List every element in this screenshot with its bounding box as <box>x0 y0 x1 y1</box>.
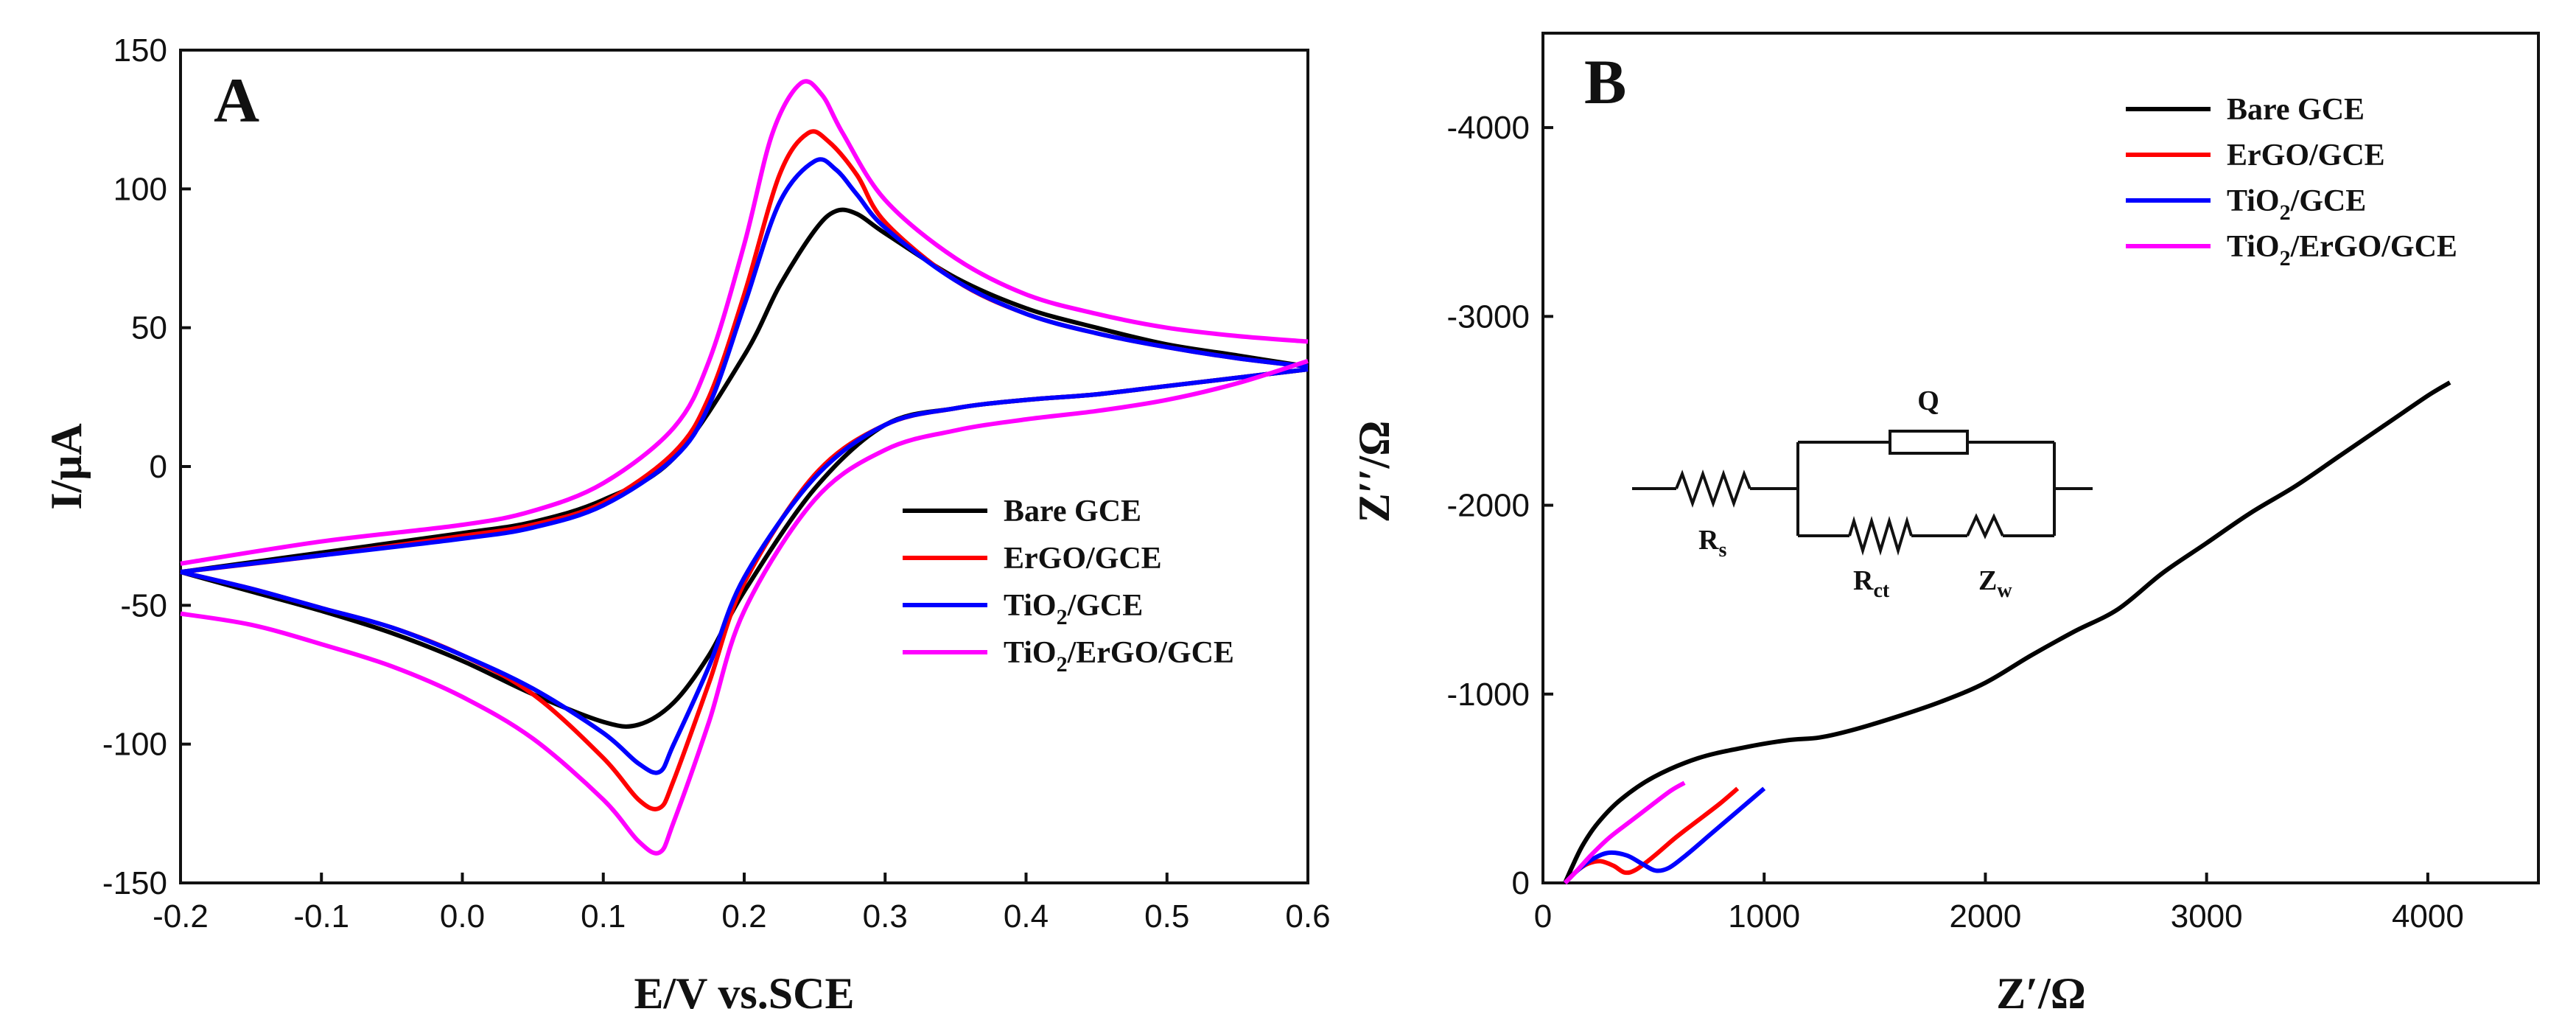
panel-b-curves <box>1563 380 2451 885</box>
panel-a-series-bare-gce-forward-scan <box>180 207 1309 575</box>
panel-b-y-tick-label: -4000 <box>1446 110 1530 146</box>
circuit-rct-label: Rct <box>1853 565 1890 602</box>
panel-a-x-tick-label: 0.6 <box>1285 898 1330 935</box>
panel-a-x-axis-title: E/V vs.SCE <box>634 969 854 1018</box>
panel-a-series-tio2-ergo-gce-reverse-scan <box>180 359 1309 856</box>
panel-a-y-axis: -150 -100 -50 0 50 100 150 <box>102 32 191 901</box>
panel-b-legend-label-ergo-gce: ErGO/GCE <box>2227 139 2385 172</box>
panel-b-series-tio2-ergo-gce <box>1563 780 1686 885</box>
panel-b-legend-label-main: Bare GCE <box>2227 93 2365 127</box>
panel-b-x-tick-label: 0 <box>1534 898 1552 935</box>
panel-a-y-tick-label: -50 <box>120 587 167 623</box>
panel-a-series-tio2-gce-reverse-scan <box>180 367 1309 775</box>
panel-a-legend-label-main: Bare GCE <box>1004 495 1141 528</box>
panel-a-x-tick-label: 0.4 <box>1004 898 1049 935</box>
circuit-rct-label-sub: ct <box>1873 579 1889 602</box>
panel-a-y-tick-label: 100 <box>113 171 167 207</box>
panel-a-plot-frame <box>179 49 1309 884</box>
panel-b-legend-label-sub: 2 <box>2280 200 2291 225</box>
panel-b-series-bare-gce <box>1563 380 2451 884</box>
panel-a-x-tick-label: 0.3 <box>863 898 908 935</box>
circuit-q-label: Q <box>1917 385 1939 416</box>
circuit-rs-label: Rs <box>1698 525 1726 562</box>
panel-a-legend-label-end: /ErGO/GCE <box>1067 636 1234 670</box>
panel-a-label: A <box>214 65 259 136</box>
circuit-rct-resistor <box>1848 516 1913 556</box>
circuit-rs-label-sub: s <box>1718 539 1726 562</box>
panel-a-legend-label-main: ErGO/GCE <box>1004 542 1162 576</box>
panel-b-x-tick-label: 4000 <box>2392 898 2464 935</box>
panel-a-x-axis: -0.2 -0.1 0.0 0.1 0.2 0.3 0.4 0.5 0.6 <box>153 873 1331 935</box>
panel-b-legend-label-sub: 2 <box>2280 246 2291 270</box>
circuit-rs-resistor <box>1675 469 1751 509</box>
panel-a-y-tick-label: 0 <box>150 449 167 485</box>
panel-a-legend-label-bare-gce: Bare GCE <box>1004 495 1141 528</box>
panel-a-curves <box>180 79 1309 856</box>
panel-a-y-tick-label: 50 <box>131 310 167 346</box>
circuit-zw-label-main: Z <box>1978 565 1997 596</box>
panel-b-legend-label-tio2-gce: TiO2/GCE <box>2227 184 2366 225</box>
panel-a-x-tick-label: -0.1 <box>293 898 349 935</box>
circuit-rs-label-main: R <box>1698 525 1719 556</box>
circuit-labels: Q Rs Rct Zw <box>1698 385 2012 602</box>
panel-a-y-axis-title: I/μA <box>42 423 91 509</box>
panel-a-cv-plot: -0.2 -0.1 0.0 0.1 0.2 0.3 0.4 0.5 0.6 -150 -100 -5… <box>42 32 1331 1018</box>
panel-a-x-tick-label: -0.2 <box>153 898 209 935</box>
panel-b-legend-label-main: TiO <box>2227 184 2280 218</box>
panel-b-legend-label-main: ErGO/GCE <box>2227 139 2385 172</box>
panel-a-legend-label-end: /GCE <box>1067 589 1144 623</box>
equivalent-circuit-inset <box>1632 430 2093 556</box>
panel-b-y-axis: 0 -1000 -2000 -3000 -4000 <box>1446 110 1553 901</box>
panel-b-y-tick-label: -2000 <box>1446 488 1530 524</box>
panel-b-x-tick-label: 2000 <box>1949 898 2021 935</box>
panel-a-legend-label-sub: 2 <box>1057 605 1068 629</box>
panel-b-plot-frame <box>1541 32 2540 884</box>
panel-b-x-axis-title: Z′/Ω <box>1996 969 2086 1018</box>
panel-a-x-tick-label: 0.2 <box>721 898 766 935</box>
panel-b-legend-label-bare-gce: Bare GCE <box>2227 93 2365 127</box>
panel-b-eis-plot: 0 1000 2000 3000 4000 0-1000-2000-3000-4000 … <box>1350 32 2540 1018</box>
panel-a-y-tick-label: 150 <box>113 32 167 69</box>
panel-a-legend-label-sub: 2 <box>1057 652 1068 677</box>
circuit-zw-label-sub: w <box>1997 579 2012 602</box>
panel-a-legend-label-main: TiO <box>1004 636 1057 670</box>
panel-a-y-tick-label: -100 <box>102 727 167 763</box>
panel-a-y-tick-label: -150 <box>102 865 167 901</box>
panel-b-series-tio2-gce <box>1563 786 1766 885</box>
circuit-q-element <box>1889 430 1969 455</box>
panel-b-x-axis: 0 1000 2000 3000 4000 <box>1534 873 2464 935</box>
panel-b-y-tick-label: -1000 <box>1446 677 1530 713</box>
circuit-zw-label: Zw <box>1978 565 2012 602</box>
panel-b-y-tick-label: 0 <box>1512 865 1530 901</box>
panel-a-legend-label-tio2-gce: TiO2/GCE <box>1004 589 1143 629</box>
panel-b-y-tick-label: -3000 <box>1446 298 1530 335</box>
panel-a-legend-label-main: TiO <box>1004 589 1057 623</box>
panel-a-x-tick-label: 0.5 <box>1144 898 1189 935</box>
panel-a-legend-label-tio2-ergo-gce: TiO2/ErGO/GCE <box>1004 636 1234 677</box>
panel-b-y-axis-title: Z′′/Ω <box>1350 421 1399 523</box>
panel-a-x-tick-label: 0.1 <box>581 898 626 935</box>
panel-b-x-tick-label: 3000 <box>2171 898 2243 935</box>
panel-a-series-tio2-gce-forward-scan <box>180 157 1309 575</box>
circuit-zw-element <box>1966 513 2004 539</box>
panel-b-legend-label-main: TiO <box>2227 230 2280 264</box>
circuit-rct-label-main: R <box>1853 565 1874 596</box>
panel-a-x-tick-label: 0.0 <box>440 898 485 935</box>
panel-a-series-tio2-ergo-gce-forward-scan <box>180 79 1309 566</box>
panel-b-x-tick-label: 1000 <box>1728 898 1800 935</box>
panel-b-label: B <box>1584 46 1626 117</box>
panel-b-legend-label-end: /GCE <box>2290 184 2367 218</box>
panel-b-legend-label-tio2-ergo-gce: TiO2/ErGO/GCE <box>2227 230 2457 270</box>
panel-b-legend-label-end: /ErGO/GCE <box>2290 230 2457 264</box>
panel-a-legend-label-ergo-gce: ErGO/GCE <box>1004 542 1162 576</box>
